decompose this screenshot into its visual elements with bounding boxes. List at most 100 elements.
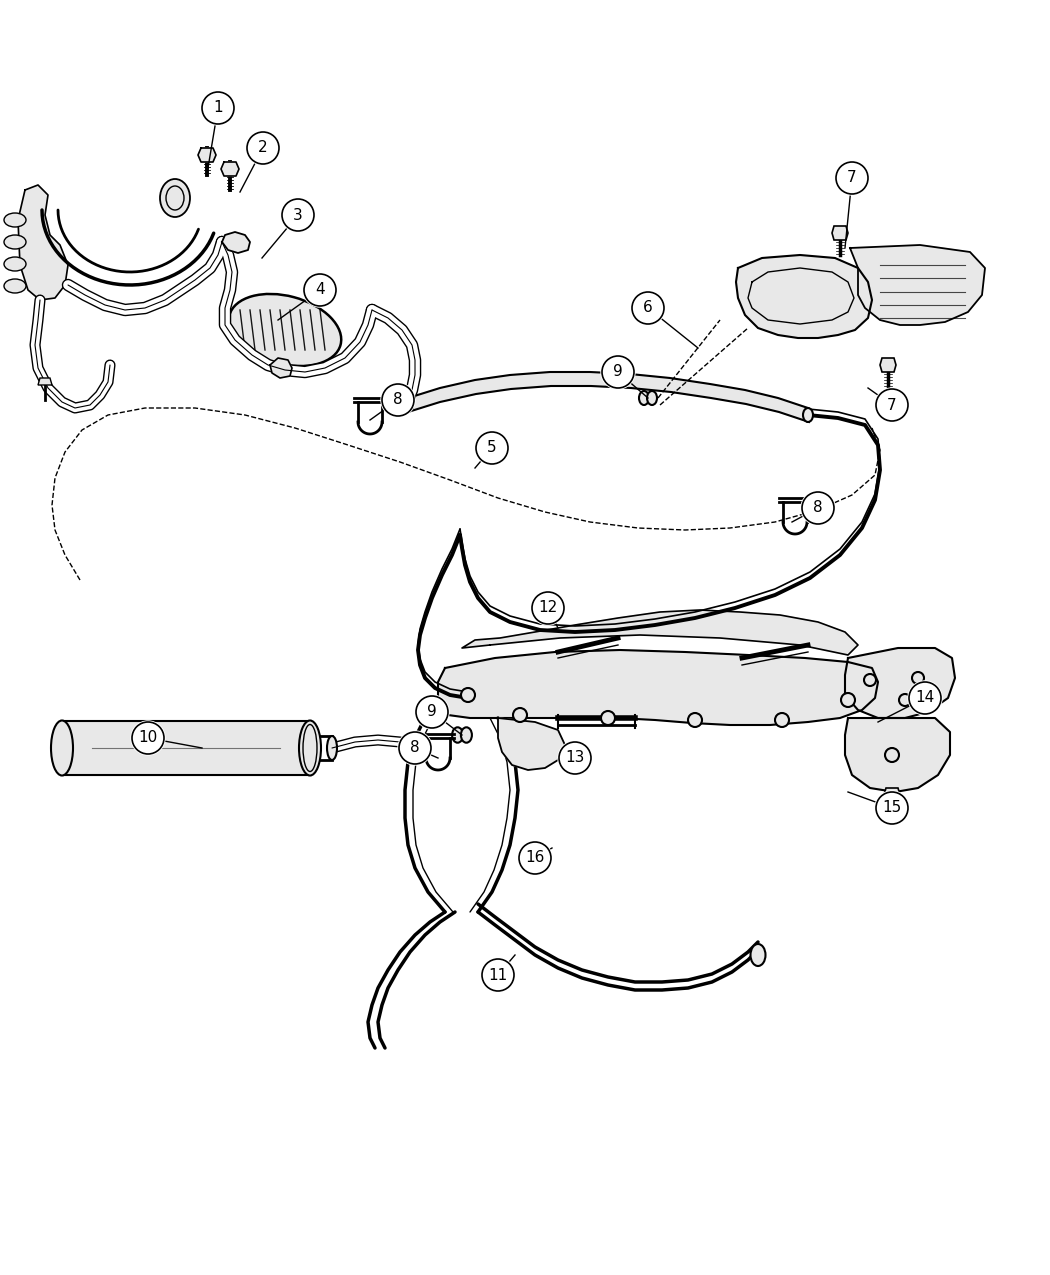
Text: 16: 16: [525, 850, 545, 866]
Circle shape: [909, 682, 941, 714]
Circle shape: [202, 92, 234, 124]
Circle shape: [775, 713, 789, 727]
Circle shape: [246, 131, 280, 164]
Circle shape: [382, 384, 414, 416]
Ellipse shape: [461, 727, 471, 743]
Circle shape: [801, 491, 835, 525]
Polygon shape: [438, 650, 878, 725]
Text: 11: 11: [488, 968, 507, 983]
Ellipse shape: [4, 213, 26, 227]
Text: 9: 9: [613, 365, 623, 380]
Circle shape: [835, 161, 869, 195]
Circle shape: [415, 695, 449, 729]
Polygon shape: [845, 718, 950, 792]
Polygon shape: [270, 358, 292, 377]
Circle shape: [802, 492, 834, 524]
Circle shape: [885, 748, 899, 762]
Ellipse shape: [4, 258, 26, 272]
Circle shape: [513, 708, 527, 722]
Circle shape: [282, 199, 314, 231]
Circle shape: [518, 842, 552, 875]
Ellipse shape: [4, 235, 26, 249]
Polygon shape: [222, 232, 250, 252]
Text: 5: 5: [487, 440, 497, 455]
Text: 9: 9: [427, 705, 437, 719]
Circle shape: [631, 291, 665, 325]
Text: 8: 8: [411, 741, 420, 756]
Text: 14: 14: [916, 691, 934, 705]
Circle shape: [481, 958, 514, 992]
Circle shape: [519, 842, 551, 873]
Polygon shape: [498, 718, 565, 770]
Text: 13: 13: [565, 751, 585, 765]
Polygon shape: [462, 609, 858, 655]
Ellipse shape: [647, 391, 657, 405]
Circle shape: [601, 354, 635, 389]
Circle shape: [875, 790, 909, 825]
Polygon shape: [408, 372, 808, 422]
Text: 8: 8: [393, 393, 403, 408]
Circle shape: [875, 388, 909, 422]
Circle shape: [482, 959, 514, 991]
Circle shape: [601, 711, 615, 725]
Polygon shape: [880, 358, 896, 372]
Ellipse shape: [453, 727, 463, 743]
Polygon shape: [18, 185, 68, 300]
Text: 12: 12: [539, 601, 558, 616]
Circle shape: [381, 382, 415, 417]
Circle shape: [531, 592, 565, 625]
Circle shape: [841, 694, 855, 708]
Text: 4: 4: [315, 283, 324, 297]
Polygon shape: [850, 245, 985, 325]
Text: 7: 7: [847, 171, 857, 185]
Circle shape: [602, 356, 634, 388]
Ellipse shape: [751, 944, 765, 966]
Circle shape: [836, 162, 868, 194]
Ellipse shape: [639, 391, 649, 405]
Text: 10: 10: [139, 731, 157, 746]
Ellipse shape: [403, 398, 413, 412]
Circle shape: [559, 742, 591, 774]
Polygon shape: [736, 255, 872, 338]
Circle shape: [558, 741, 592, 775]
Text: 7: 7: [887, 398, 897, 413]
Ellipse shape: [229, 295, 341, 366]
Circle shape: [688, 713, 702, 727]
Polygon shape: [220, 162, 239, 176]
Circle shape: [201, 91, 235, 125]
Polygon shape: [884, 788, 900, 802]
Text: 1: 1: [213, 101, 223, 116]
Text: 2: 2: [258, 140, 268, 156]
Ellipse shape: [803, 408, 813, 422]
Text: 6: 6: [643, 301, 653, 315]
Circle shape: [876, 389, 908, 421]
Circle shape: [632, 292, 664, 324]
Circle shape: [398, 731, 432, 765]
Circle shape: [476, 432, 508, 464]
Circle shape: [899, 694, 911, 706]
Circle shape: [461, 688, 475, 703]
Circle shape: [864, 674, 876, 686]
Circle shape: [281, 198, 315, 232]
Ellipse shape: [160, 179, 190, 217]
Polygon shape: [198, 148, 216, 162]
Circle shape: [247, 133, 279, 164]
Circle shape: [132, 722, 164, 754]
Circle shape: [912, 672, 924, 683]
Circle shape: [399, 732, 430, 764]
Circle shape: [416, 696, 448, 728]
Circle shape: [303, 273, 337, 307]
Polygon shape: [62, 720, 310, 775]
Ellipse shape: [51, 720, 74, 775]
Circle shape: [475, 431, 509, 465]
Circle shape: [908, 681, 942, 715]
Text: 8: 8: [813, 501, 823, 515]
Ellipse shape: [4, 279, 26, 293]
Polygon shape: [845, 648, 956, 718]
Polygon shape: [38, 377, 52, 385]
Polygon shape: [832, 226, 848, 240]
Ellipse shape: [327, 736, 337, 760]
Circle shape: [876, 792, 908, 824]
Circle shape: [532, 592, 564, 623]
Ellipse shape: [299, 720, 321, 775]
